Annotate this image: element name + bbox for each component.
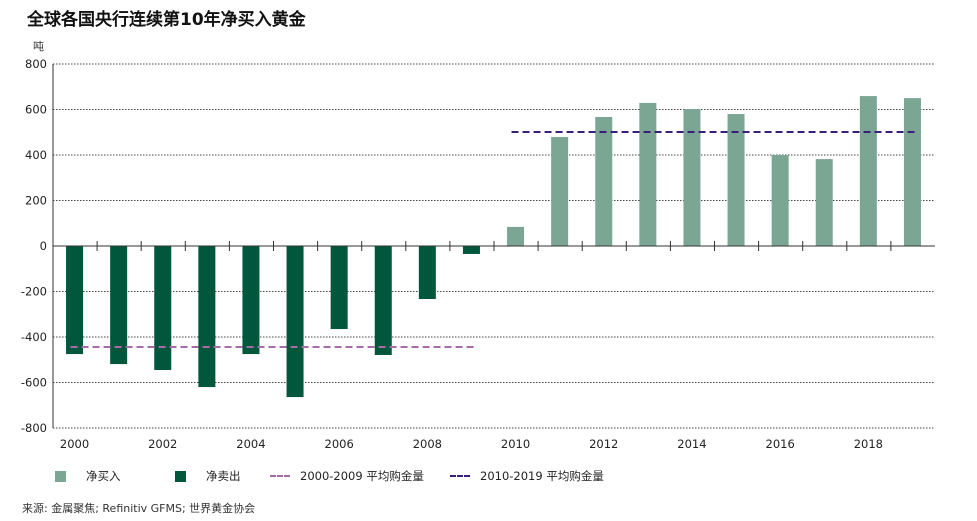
legend-item-avg-2010s: 2010-2019 平均购金量: [450, 468, 604, 484]
legend-item-avg-2000s: 2000-2009 平均购金量: [270, 468, 424, 484]
bar-2005: [286, 246, 304, 398]
bar-2019: [903, 98, 921, 246]
chart-title: 全球各国央行连续第10年净买入黄金: [27, 10, 306, 30]
legend-dash-avg-2010s: [450, 475, 470, 477]
source-note: 来源: 金属聚焦; Refinitiv GFMS; 世界黄金协会: [22, 502, 256, 515]
legend-item-sell: 净卖出: [175, 468, 241, 484]
bar-2014: [683, 109, 701, 246]
legend-label: 2010-2019 平均购金量: [480, 469, 604, 483]
bar-2002: [154, 246, 172, 370]
bar-2000: [66, 246, 84, 355]
y-axis-label: 吨: [33, 40, 44, 53]
x-tick-label: 2010: [501, 437, 530, 451]
bar-2013: [639, 102, 657, 246]
x-tick-label: 2000: [60, 437, 89, 451]
legend-label: 净卖出: [206, 469, 241, 483]
y-tick-label: 800: [25, 57, 47, 71]
legend-swatch-buy: [55, 470, 66, 482]
legend-label: 2000-2009 平均购金量: [300, 469, 424, 483]
y-tick-label: 400: [25, 148, 47, 162]
legend-item-buy: 净买入: [55, 468, 121, 484]
legend-label: 净买入: [86, 469, 121, 483]
x-tick-label: 2018: [854, 437, 883, 451]
bar-2016: [771, 155, 789, 246]
y-tick-label: -400: [21, 330, 47, 344]
bar-2018: [859, 96, 877, 246]
y-tick-label: 0: [40, 239, 47, 253]
legend-dash-avg-2000s: [270, 475, 290, 477]
bar-2007: [374, 246, 392, 355]
x-tick-label: 2016: [766, 437, 795, 451]
x-tick-label: 2002: [148, 437, 177, 451]
bar-2003: [198, 246, 216, 388]
bar-2010: [507, 226, 525, 246]
bar-2017: [815, 159, 833, 246]
y-tick-label: -800: [21, 421, 47, 435]
x-tick-label: 2006: [325, 437, 354, 451]
x-tick-label: 2008: [413, 437, 442, 451]
bar-2001: [110, 246, 128, 365]
legend-swatch-sell: [175, 470, 186, 482]
bar-2012: [595, 117, 613, 246]
y-tick-label: -200: [21, 285, 47, 299]
bar-2008: [418, 246, 436, 300]
bar-2004: [242, 246, 260, 355]
y-tick-label: -600: [21, 376, 47, 390]
bar-2009: [462, 246, 480, 254]
y-tick-label: 600: [25, 103, 47, 117]
bar-2006: [330, 246, 348, 330]
bar-2015: [727, 114, 745, 246]
x-tick-label: 2012: [589, 437, 618, 451]
x-tick-label: 2004: [236, 437, 265, 451]
y-tick-label: 200: [25, 194, 47, 208]
x-tick-label: 2014: [677, 437, 706, 451]
bar-2011: [551, 137, 569, 246]
